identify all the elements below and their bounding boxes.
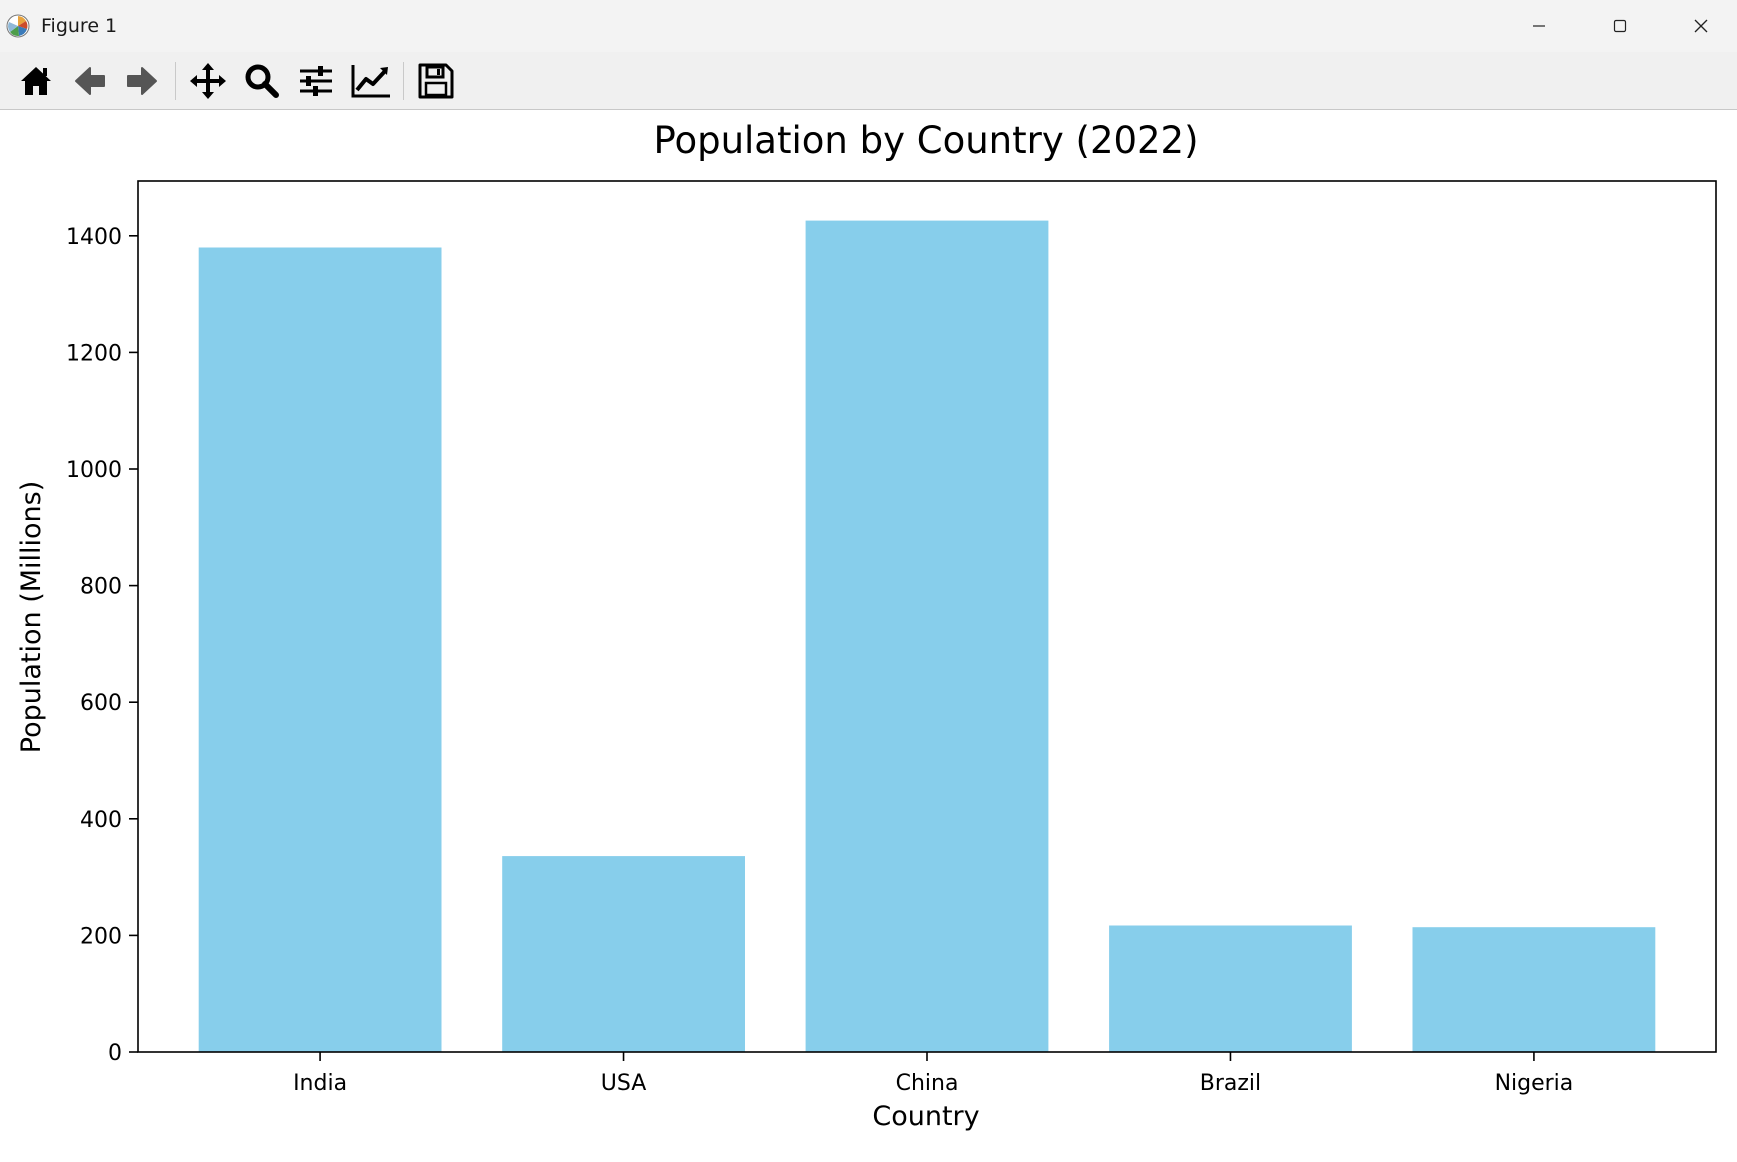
- figure-canvas: Population by Country (2022) 0 200 400 600 8…: [0, 110, 1737, 1158]
- back-arrow-icon: [75, 67, 105, 95]
- save-button[interactable]: [414, 60, 458, 102]
- x-tick-label: India: [293, 1071, 347, 1096]
- x-tick-label: Nigeria: [1495, 1071, 1574, 1096]
- x-axis-ticks: India USA China Brazil Nigeria: [293, 1052, 1573, 1096]
- zoom-button[interactable]: [240, 60, 284, 102]
- bar-brazil: [1109, 925, 1352, 1052]
- bar-india: [198, 247, 442, 1052]
- y-axis-ticks: 0 200 400 600 800 1000 1200 1400: [66, 225, 138, 1066]
- matplotlib-logo-icon: [6, 14, 30, 38]
- edit-axis-icon: [351, 65, 390, 98]
- y-tick-label: 800: [80, 575, 122, 600]
- subplots-config-icon: [300, 66, 332, 96]
- save-icon: [418, 63, 454, 99]
- maximize-icon: [1613, 19, 1627, 33]
- maximize-button[interactable]: [1580, 0, 1660, 52]
- y-tick-label: 600: [80, 691, 122, 716]
- pan-icon: [190, 63, 226, 99]
- toolbar-separator: [403, 62, 404, 100]
- title-bar: Figure 1: [0, 0, 1737, 52]
- home-button[interactable]: [14, 60, 58, 102]
- navigation-toolbar: [0, 52, 1737, 110]
- close-icon: [1694, 19, 1708, 33]
- bar-usa: [502, 856, 745, 1052]
- bar-nigeria: [1412, 927, 1656, 1052]
- y-tick-label: 200: [80, 924, 122, 949]
- edit-axis-button[interactable]: [349, 60, 393, 102]
- close-button[interactable]: [1661, 0, 1737, 52]
- back-button[interactable]: [68, 60, 112, 102]
- y-tick-label: 1000: [66, 458, 122, 483]
- y-tick-label: 1200: [66, 341, 122, 366]
- x-tick-label: China: [896, 1071, 959, 1096]
- forward-button[interactable]: [120, 60, 164, 102]
- zoom-icon: [245, 64, 279, 98]
- y-tick-label: 400: [80, 808, 122, 833]
- y-axis-label: Population (Millions): [16, 481, 47, 754]
- x-tick-label: Brazil: [1200, 1071, 1261, 1096]
- home-icon: [21, 67, 51, 95]
- pan-button[interactable]: [186, 60, 230, 102]
- bar-chart: Population by Country (2022) 0 200 400 600 8…: [16, 119, 1717, 1132]
- bars-group: [198, 220, 1656, 1053]
- y-tick-label: 1400: [66, 225, 122, 250]
- chart-title: Population by Country (2022): [653, 119, 1198, 162]
- x-tick-label: USA: [601, 1071, 647, 1096]
- minimize-button[interactable]: [1499, 0, 1579, 52]
- window-title: Figure 1: [41, 15, 118, 37]
- bar-china: [805, 220, 1049, 1053]
- x-axis-label: Country: [872, 1101, 979, 1132]
- toolbar-separator: [175, 62, 176, 100]
- y-tick-label: 0: [108, 1041, 122, 1066]
- minimize-icon: [1533, 25, 1545, 27]
- configure-subplots-button[interactable]: [294, 60, 338, 102]
- forward-arrow-icon: [127, 67, 157, 95]
